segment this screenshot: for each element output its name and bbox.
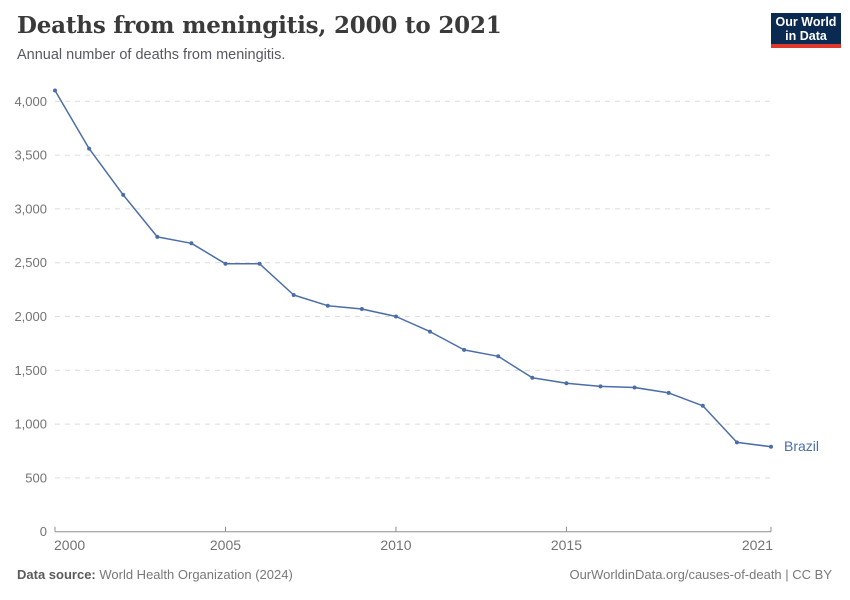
y-axis-tick-label: 3,500: [14, 148, 47, 163]
data-point[interactable]: [53, 88, 57, 93]
owid-logo[interactable]: Our World in Data: [771, 13, 841, 48]
owid-logo-line2: in Data: [785, 28, 827, 43]
data-point[interactable]: [700, 403, 705, 408]
page-title: Deaths from meningitis, 2000 to 2021: [17, 12, 502, 39]
data-point[interactable]: [769, 444, 773, 449]
data-point[interactable]: [359, 307, 364, 311]
x-axis-tick-label: 2010: [380, 537, 411, 553]
data-point[interactable]: [189, 241, 194, 246]
data-source: Data source: World Health Organization (…: [17, 567, 293, 582]
data-point[interactable]: [530, 375, 535, 380]
data-point[interactable]: [428, 329, 432, 334]
data-point[interactable]: [734, 440, 739, 445]
y-axis-tick-label: 2,000: [14, 309, 47, 324]
data-point[interactable]: [325, 303, 330, 308]
footer-link[interactable]: OurWorldinData.org/causes-of-death | CC …: [569, 567, 832, 582]
y-axis-tick-label: 1,000: [14, 417, 47, 432]
data-point[interactable]: [257, 261, 262, 266]
data-point[interactable]: [223, 261, 228, 266]
data-point[interactable]: [121, 192, 126, 197]
series-label-brazil[interactable]: Brazil: [784, 438, 819, 454]
y-axis-tick-label: 2,500: [14, 255, 47, 270]
y-axis-tick-label: 3,000: [14, 201, 47, 216]
data-point[interactable]: [598, 384, 603, 389]
data-point[interactable]: [291, 293, 296, 297]
data-point[interactable]: [87, 146, 92, 151]
y-axis-tick-label: 0: [40, 524, 47, 539]
chart-footer: Data source: World Health Organization (…: [0, 567, 850, 591]
data-point[interactable]: [632, 385, 637, 390]
owid-logo-line1: Our World: [775, 14, 837, 29]
y-axis-tick-label: 1,500: [14, 363, 47, 378]
x-axis-tick-label: 2005: [210, 537, 241, 553]
data-point[interactable]: [564, 381, 569, 386]
y-axis-tick-label: 500: [25, 470, 47, 485]
y-axis-tick-label: 4,000: [14, 94, 47, 109]
x-axis-tick-label: 2021: [742, 537, 773, 553]
data-point[interactable]: [394, 314, 398, 319]
data-point[interactable]: [496, 354, 501, 359]
x-axis-tick-label: 2000: [54, 537, 85, 553]
data-source-text: World Health Organization (2024): [95, 567, 293, 582]
data-point[interactable]: [155, 234, 160, 239]
x-axis-tick-label: 2015: [551, 537, 582, 553]
series-line-brazil[interactable]: [54, 89, 772, 448]
data-point[interactable]: [666, 390, 671, 395]
data-point[interactable]: [462, 347, 467, 352]
data-source-label: Data source:: [17, 567, 96, 582]
chart-subtitle: Annual number of deaths from meningitis.: [17, 47, 286, 63]
